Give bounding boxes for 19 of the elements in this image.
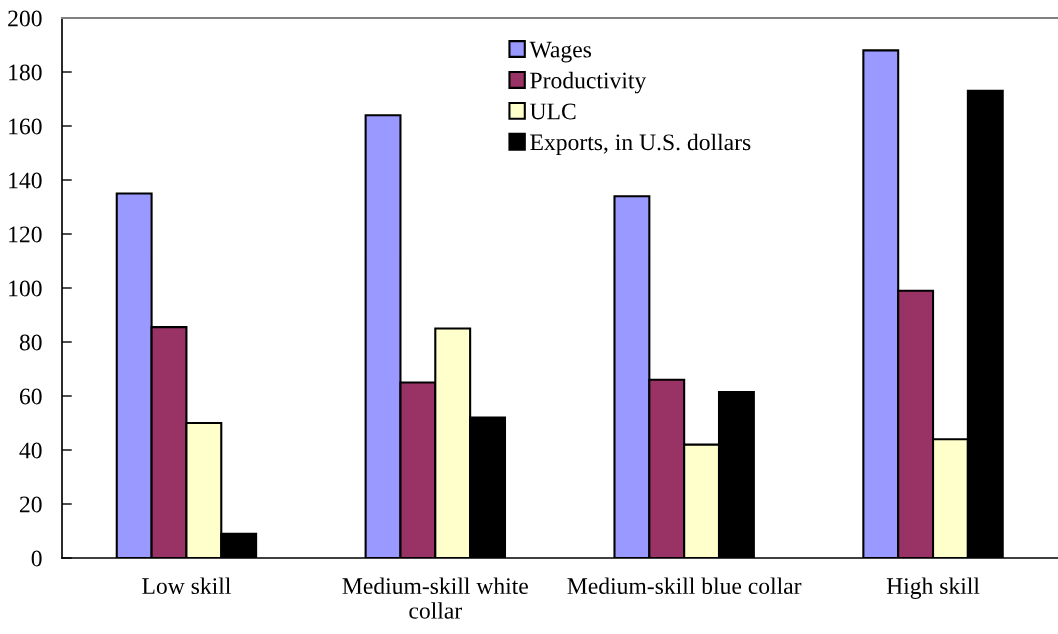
y-tick-label: 20 bbox=[19, 496, 42, 513]
y-tick-label: 0 bbox=[31, 550, 42, 567]
y-tick-label: 100 bbox=[9, 280, 42, 297]
x-tick-label: High skill bbox=[886, 577, 980, 599]
legend-label: Productivity bbox=[530, 71, 647, 94]
legend-label: Exports, in U.S. dollars bbox=[530, 133, 751, 156]
legend-label: Wages bbox=[529, 41, 592, 63]
x-tick-label: Medium-skill white collar bbox=[342, 577, 528, 619]
legend-label: ULC bbox=[530, 103, 576, 120]
y-tick-label: 80 bbox=[19, 334, 42, 351]
y-tick-label: 200 bbox=[8, 10, 42, 27]
y-tick-label: 60 bbox=[19, 388, 42, 405]
y-tick-label: 140 bbox=[9, 172, 42, 189]
x-tick-label: Medium-skill blue collar bbox=[567, 577, 802, 595]
y-tick-label: 120 bbox=[9, 226, 42, 243]
y-tick-label: 160 bbox=[9, 118, 42, 135]
x-tick-label: Low skill bbox=[142, 577, 231, 595]
y-tick-label: 180 bbox=[9, 64, 42, 81]
y-tick-label: 40 bbox=[19, 442, 42, 459]
